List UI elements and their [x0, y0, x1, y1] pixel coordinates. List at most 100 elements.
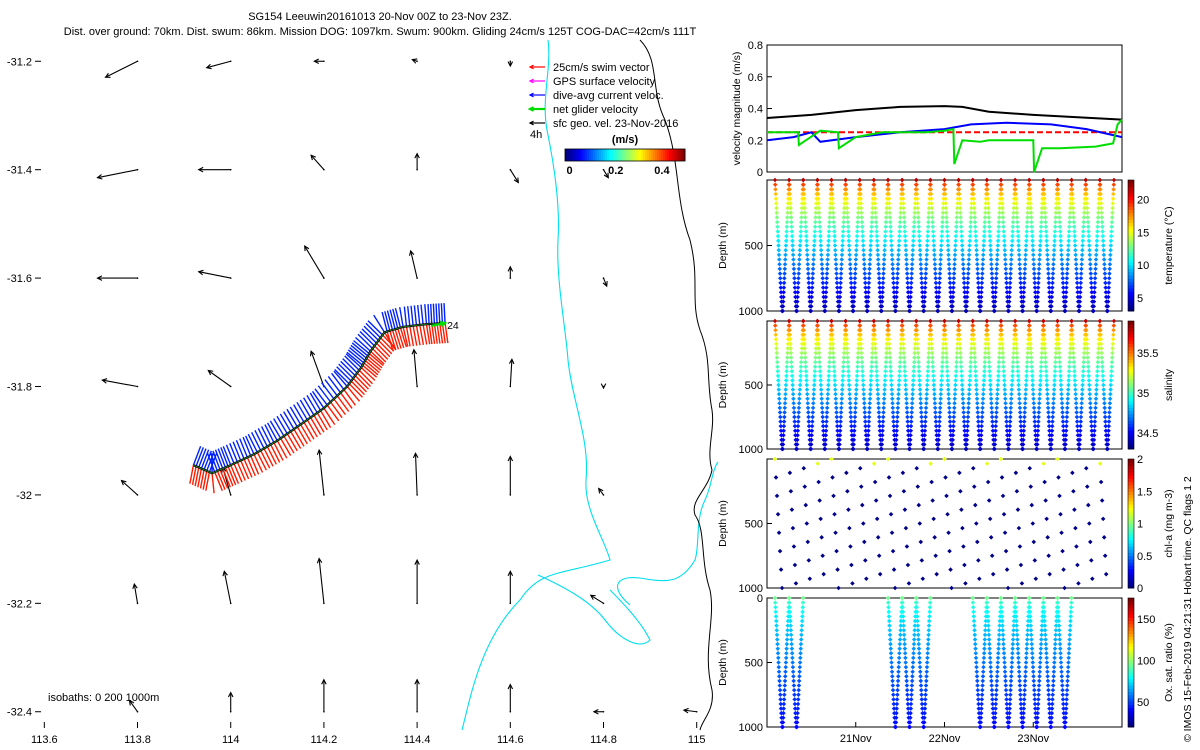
map-x-tick-label: 115: [688, 734, 706, 746]
map-x-tick-label: 114.4: [404, 734, 431, 746]
profile-point: [796, 271, 801, 276]
profile-point: [1004, 285, 1010, 290]
geo-vector-shaft: [414, 453, 418, 495]
swim-vector: [346, 386, 361, 402]
profile-point: [1103, 290, 1109, 295]
profile-point: [798, 378, 803, 383]
current-vector: [399, 307, 404, 327]
profile-point: [1009, 257, 1014, 262]
profile-point: [806, 285, 812, 290]
profile-point: [787, 323, 792, 328]
profile-point: [1108, 238, 1114, 244]
profile-point: [778, 414, 783, 420]
profile-point: [1061, 290, 1066, 295]
swim-vector: [240, 460, 250, 480]
profile-point: [966, 257, 972, 262]
profile-point: [783, 391, 788, 397]
profile-point: [1060, 271, 1065, 276]
swim-vector: [211, 473, 215, 494]
profile-point: [865, 304, 871, 309]
map-colorbar: (m/s) 0 0.2 0.4: [564, 134, 686, 177]
profile-point: [1095, 215, 1101, 220]
swim-vector: [250, 455, 260, 475]
map-colorbar-tick: 0: [567, 165, 573, 177]
swim-vector: [370, 350, 385, 365]
profile-point: [979, 285, 984, 290]
section-colorbar-cell: [1128, 423, 1134, 428]
profile-point: [1071, 210, 1076, 216]
swim-vector: [415, 325, 421, 346]
section-colorbar-cell: [1128, 659, 1134, 663]
profile-point: [1108, 247, 1113, 253]
swim-vector: [350, 380, 365, 396]
current-vector: [299, 399, 312, 418]
profile-point: [782, 410, 787, 415]
profile-point: [783, 387, 788, 392]
profile-point: [777, 261, 782, 267]
profile-point: [820, 414, 825, 420]
legend-arrow: [528, 64, 545, 70]
profile-point: [790, 391, 796, 397]
profile-point: [1021, 285, 1027, 290]
profile-point: [1056, 196, 1061, 201]
geo-vector-shaft: [129, 700, 138, 713]
bay-contour-cyan: [537, 574, 651, 645]
profile-point: [1028, 205, 1034, 211]
section-colorbar-cell: [1128, 681, 1134, 686]
profile-point: [1030, 247, 1036, 253]
profile-point: [1021, 280, 1027, 286]
section-colorbar-cell: [1128, 552, 1134, 557]
section-colorbar-cell: [1128, 359, 1134, 364]
section-colorbar-cell: [1128, 268, 1134, 273]
current-vector: [203, 450, 212, 470]
profile-point: [829, 332, 835, 337]
section-colorbar-cell: [1128, 533, 1134, 537]
profile-point: [1030, 233, 1035, 239]
map-colorbar-cell: [595, 149, 598, 161]
section-colorbar-cell: [1128, 652, 1134, 657]
section-colorbar-cell: [1128, 484, 1134, 489]
profile-point: [1069, 182, 1075, 187]
velocity-y-tick-label: 0.2: [748, 135, 763, 147]
profile-point: [1102, 261, 1107, 267]
swim-vector: [276, 440, 288, 459]
map-colorbar-cell: [609, 149, 612, 161]
profile-point: [974, 257, 980, 262]
profile-point: [834, 280, 840, 286]
profile-point: [895, 275, 900, 281]
map-colorbar-cell: [657, 149, 660, 161]
profile-point: [1003, 271, 1009, 276]
map-colorbar-cell: [585, 149, 588, 161]
profile-point: [837, 428, 843, 433]
geo-vector-shaft: [133, 584, 139, 604]
profile-point: [775, 364, 780, 369]
profile-point: [790, 382, 795, 388]
geo-vector: [313, 58, 324, 65]
profile-point: [826, 364, 832, 369]
section-y-tick-label: 1000: [739, 444, 763, 456]
profile-point: [1041, 177, 1046, 183]
section-colorbar-tick: 35.5: [1137, 348, 1158, 360]
geo-vector: [507, 265, 514, 279]
section-colorbar-cell: [1128, 717, 1134, 722]
current-vector: [407, 306, 411, 327]
map-y-tick-label: -31.4: [7, 165, 32, 177]
profile-point: [1051, 261, 1056, 267]
profile-point: [865, 299, 871, 304]
map-y-tick-label: -32: [16, 490, 32, 502]
map-colorbar-cell: [623, 149, 626, 161]
profile-point: [781, 285, 787, 290]
section-colorbar-cell: [1128, 394, 1134, 399]
profile-point: [824, 419, 829, 424]
map-colorbar-cell: [651, 149, 654, 161]
map-colorbar-cell: [673, 149, 676, 161]
swim-vector: [372, 348, 387, 363]
profile-point: [1063, 299, 1068, 304]
profile-point: [773, 332, 779, 337]
profile-point: [919, 275, 924, 281]
profile-point: [775, 359, 780, 365]
title-line-2: Dist. over ground: 70km. Dist. swum: 86k…: [63, 26, 697, 38]
profile-point: [924, 257, 929, 262]
island-contour-cyan: [617, 461, 719, 606]
